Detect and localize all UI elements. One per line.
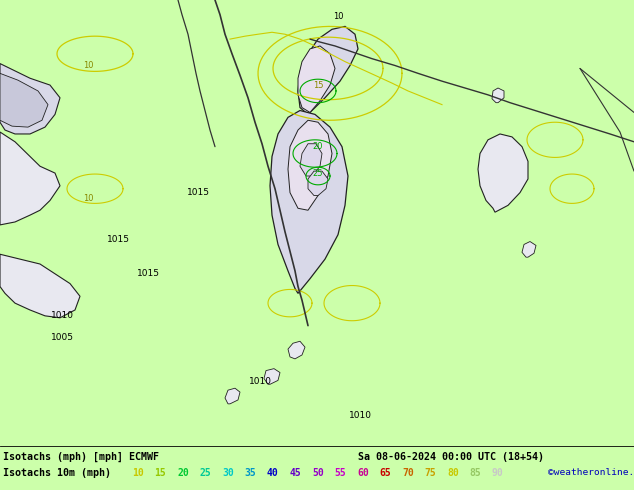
Text: 80: 80 xyxy=(447,468,459,478)
Text: 1010: 1010 xyxy=(249,377,271,386)
Polygon shape xyxy=(298,46,335,112)
Polygon shape xyxy=(300,144,322,176)
Text: Isotachs (mph) [mph] ECMWF: Isotachs (mph) [mph] ECMWF xyxy=(3,452,159,462)
Text: Isotachs 10m (mph): Isotachs 10m (mph) xyxy=(3,468,111,478)
Text: 25: 25 xyxy=(313,169,323,177)
Text: 1010: 1010 xyxy=(51,311,74,320)
Text: ©weatheronline.co.uk: ©weatheronline.co.uk xyxy=(548,468,634,477)
Polygon shape xyxy=(225,388,240,404)
Polygon shape xyxy=(264,368,280,384)
Text: Sa 08-06-2024 00:00 UTC (18+54): Sa 08-06-2024 00:00 UTC (18+54) xyxy=(358,452,544,462)
Text: 65: 65 xyxy=(380,468,391,478)
Text: 20: 20 xyxy=(313,142,323,151)
Text: 1015: 1015 xyxy=(136,270,160,278)
Text: 90: 90 xyxy=(492,468,504,478)
Text: 20: 20 xyxy=(177,468,189,478)
Text: 50: 50 xyxy=(312,468,324,478)
Text: 70: 70 xyxy=(402,468,414,478)
Polygon shape xyxy=(298,26,358,114)
Text: 55: 55 xyxy=(335,468,346,478)
Polygon shape xyxy=(288,341,305,359)
Text: 15: 15 xyxy=(313,80,323,90)
Polygon shape xyxy=(0,74,48,127)
Polygon shape xyxy=(308,171,328,196)
Polygon shape xyxy=(492,88,504,103)
Text: 10: 10 xyxy=(83,194,93,203)
Text: 1005: 1005 xyxy=(51,333,74,342)
Text: 30: 30 xyxy=(222,468,234,478)
Polygon shape xyxy=(0,254,80,318)
Polygon shape xyxy=(478,134,528,212)
Text: 1010: 1010 xyxy=(349,411,372,420)
Polygon shape xyxy=(522,242,536,257)
Text: 1015: 1015 xyxy=(107,235,129,244)
Text: 75: 75 xyxy=(425,468,436,478)
Text: 10: 10 xyxy=(333,12,343,21)
Text: 45: 45 xyxy=(290,468,301,478)
Text: 40: 40 xyxy=(267,468,279,478)
Text: 15: 15 xyxy=(155,468,166,478)
Text: 85: 85 xyxy=(470,468,481,478)
Text: 1015: 1015 xyxy=(186,188,209,197)
Polygon shape xyxy=(270,111,348,294)
Text: 10: 10 xyxy=(83,61,93,70)
Text: 25: 25 xyxy=(200,468,211,478)
Text: 10: 10 xyxy=(132,468,144,478)
Text: 35: 35 xyxy=(245,468,256,478)
Polygon shape xyxy=(0,64,60,134)
Text: 60: 60 xyxy=(357,468,369,478)
Polygon shape xyxy=(288,120,332,210)
Polygon shape xyxy=(0,132,60,225)
